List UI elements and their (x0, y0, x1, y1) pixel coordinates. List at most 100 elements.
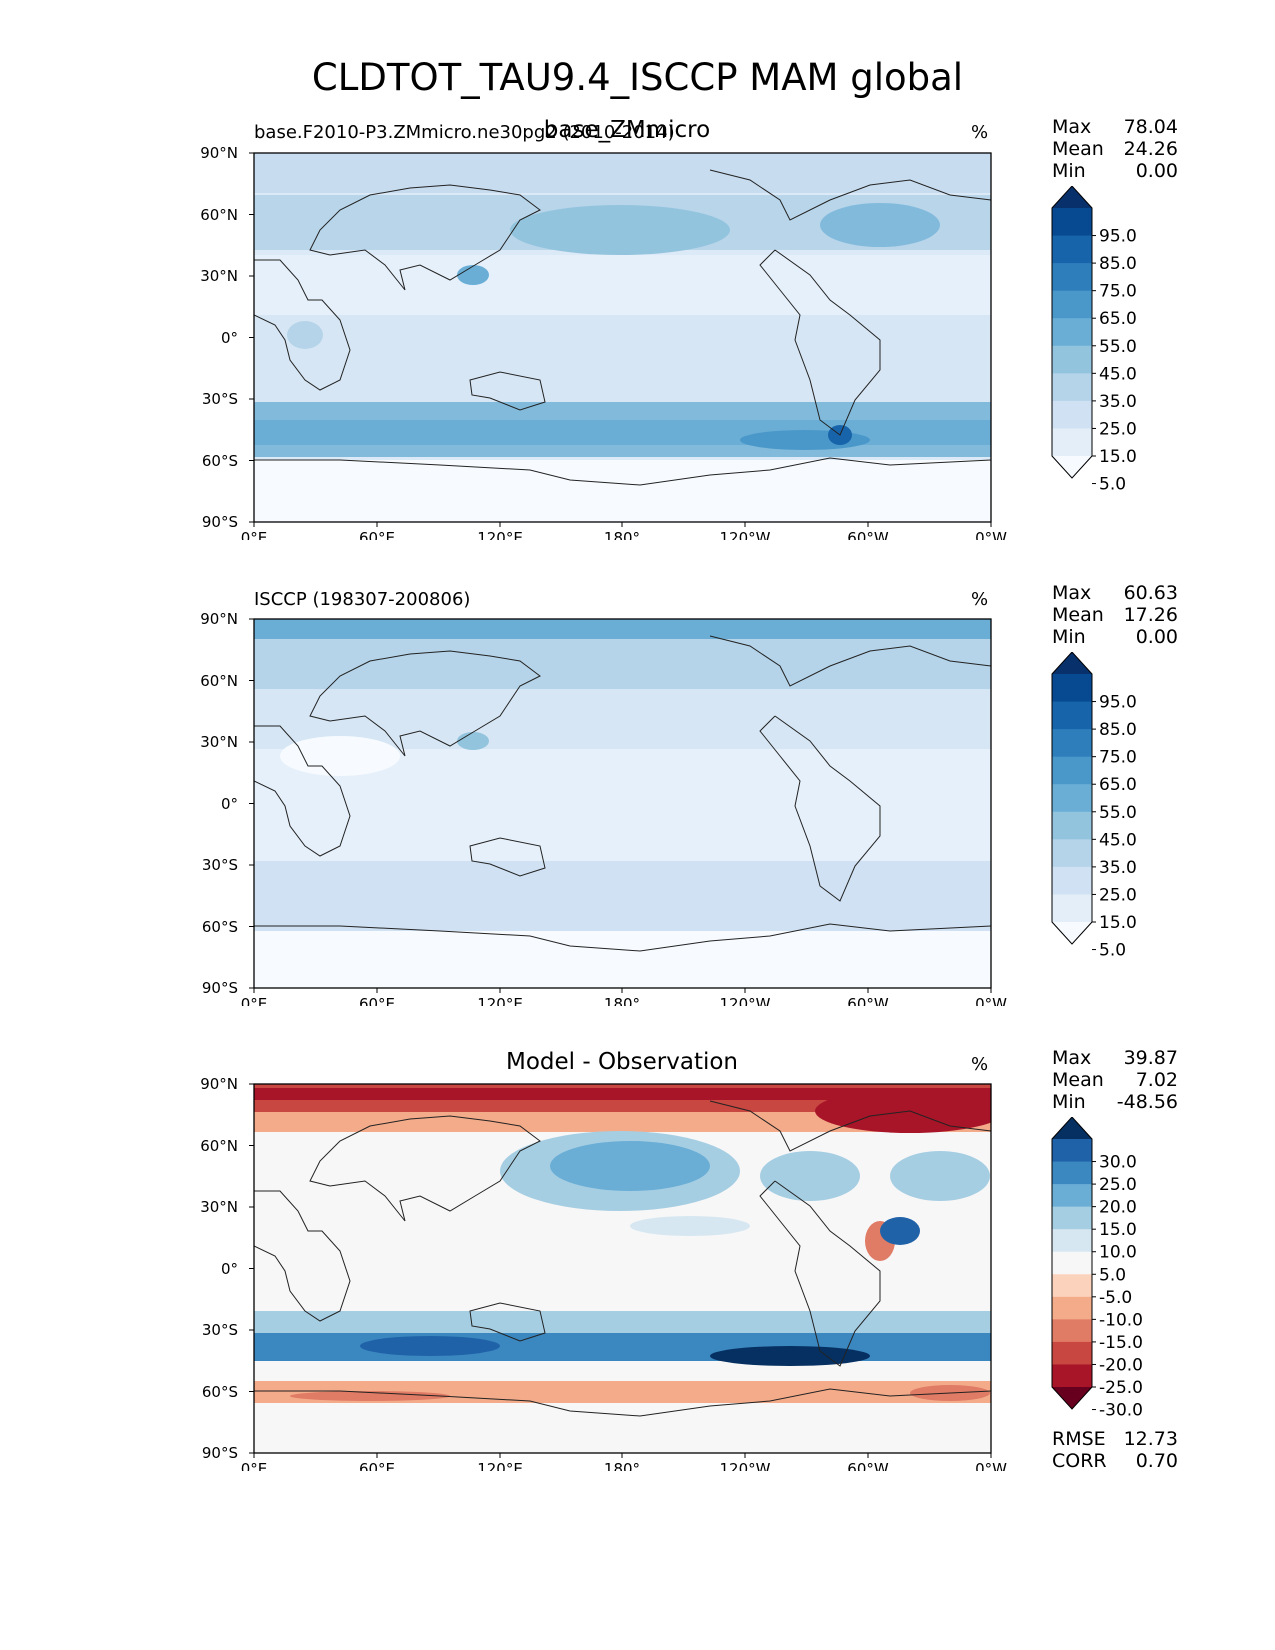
lat-label: 90°S (202, 979, 238, 997)
colorbar-tick-label: 55.0 (1099, 337, 1137, 357)
lon-label: 120°E (477, 1460, 523, 1471)
colorbar-model: 95.0 85.0 75.0 65.0 55.0 45.0 35.0 25.0 15.0 5.0 (1051, 186, 1137, 491)
colorbar-tick-label: 75.0 (1099, 748, 1137, 768)
colorbar-segment (1052, 894, 1092, 923)
map-diff-field (254, 1084, 991, 1453)
colorbar-tick-label: 45.0 (1099, 830, 1137, 850)
colorbar-segment (1052, 1251, 1092, 1275)
map-obs-lat-labels: 90°N 60°N 30°N 0° 30°S 60°S 90°S (200, 610, 254, 997)
colorbar-segment (1052, 208, 1092, 237)
panel-obs-left-title: ISCCP (198307-200806) (254, 589, 471, 610)
lon-label: 0°E (241, 995, 268, 1006)
colorbar-tick-label: 35.0 (1099, 858, 1137, 878)
lon-label: 0°W (975, 1460, 1007, 1471)
lat-label: 90°N (200, 144, 238, 162)
lon-label: 0°W (975, 529, 1007, 540)
colorbar-tick-label: -5.0 (1099, 1288, 1132, 1308)
lat-label: 0° (221, 329, 238, 347)
stat-label: Max (1052, 116, 1092, 138)
map-diff-lon-labels: 0°E 60°E 120°E 180° 120°W 60°W 0°W (241, 1453, 1007, 1471)
stat-value: 39.87 (1123, 1047, 1178, 1069)
stat-label: Max (1052, 582, 1092, 604)
colorbar-tick-label: -20.0 (1099, 1355, 1143, 1375)
colorbar-tick-label: 15.0 (1099, 913, 1137, 933)
colorbar-segment (1052, 400, 1092, 429)
colorbar-extend-bottom (1052, 1387, 1092, 1409)
stat-value: 17.26 (1123, 604, 1178, 626)
colorbar-tick-label: 5.0 (1099, 941, 1126, 957)
stat-label: Mean (1052, 138, 1104, 160)
stat-value: 60.63 (1123, 582, 1178, 604)
map-obs-field (254, 619, 991, 988)
colorbar-segment (1052, 345, 1092, 374)
lon-label: 120°E (477, 995, 523, 1006)
colorbar-tick-label: 5.0 (1099, 1265, 1126, 1285)
colorbar-tick-label: 85.0 (1099, 254, 1137, 274)
stat-value: -48.56 (1116, 1091, 1178, 1113)
lat-label: 90°S (202, 513, 238, 531)
stat-value: 0.00 (1135, 160, 1178, 182)
lat-label: 60°N (200, 206, 238, 224)
colorbar-tick-label: 35.0 (1099, 392, 1137, 412)
panel-model-left-title: base.F2010-P3.ZMmicro.ne30pg2 (2010-2014… (254, 122, 675, 143)
lon-label: 120°W (720, 995, 771, 1006)
colorbar-obs: 95.0 85.0 75.0 65.0 55.0 45.0 35.0 25.0 15.0 5.0 (1051, 652, 1137, 957)
colorbar-tick-label: 25.0 (1099, 885, 1137, 905)
colorbar-tick-label: 85.0 (1099, 720, 1137, 740)
stat-label: Min (1052, 160, 1086, 182)
stat-value: 7.02 (1135, 1069, 1178, 1091)
colorbar-segment (1052, 1341, 1092, 1365)
colorbar-tick-label: 75.0 (1099, 282, 1137, 302)
stat-label: CORR (1052, 1450, 1107, 1472)
colorbar-tick-label: 25.0 (1099, 1175, 1137, 1195)
colorbar-tick-label: 20.0 (1099, 1198, 1137, 1218)
panel-obs-stats: Max 60.63 Mean 17.26 Min 0.00 (1052, 582, 1178, 648)
map-diff-lat-labels: 90°N 60°N 30°N 0° 30°S 60°S 90°S (200, 1075, 254, 1462)
panel-model-units: % (971, 122, 989, 143)
colorbar-tick-label: 25.0 (1099, 419, 1137, 439)
colorbar-tick-label: 95.0 (1099, 227, 1137, 247)
colorbar-tick-label: -15.0 (1099, 1333, 1143, 1353)
panel-model-stats: Max 78.04 Mean 24.26 Min 0.00 (1052, 116, 1178, 182)
colorbar-segment (1052, 263, 1092, 292)
lat-label: 60°N (200, 1137, 238, 1155)
lon-label: 180° (604, 995, 640, 1006)
panel-diff-extra-stats: RMSE 12.73 CORR 0.70 (1052, 1428, 1178, 1472)
map-model-lat-labels: 90°N 60°N 30°N 0° 30°S 60°S 90°S (200, 144, 254, 531)
colorbar-tick-label: 95.0 (1099, 693, 1137, 713)
lat-label: 90°N (200, 610, 238, 628)
lat-label: 90°N (200, 1075, 238, 1093)
colorbar-segment (1052, 784, 1092, 813)
colorbar-tick-label: 65.0 (1099, 309, 1137, 329)
panel-obs-units: % (971, 589, 989, 610)
stat-value: 0.70 (1135, 1450, 1178, 1472)
lat-label: 60°S (202, 1383, 238, 1401)
colorbar-segment (1052, 1319, 1092, 1343)
lat-label: 60°S (202, 452, 238, 470)
colorbar-segment (1052, 1161, 1092, 1185)
colorbar-tick-label: -10.0 (1099, 1310, 1143, 1330)
lat-label: 30°N (200, 733, 238, 751)
colorbar-tick-label: 15.0 (1099, 1220, 1137, 1240)
colorbar-segment (1052, 674, 1092, 703)
colorbar-segment (1052, 866, 1092, 895)
map-obs-coastlines (254, 635, 991, 952)
lon-label: 120°W (720, 1460, 771, 1471)
colorbar-extend-top (1052, 652, 1092, 674)
lon-label: 0°E (241, 529, 268, 540)
colorbar-segment (1052, 1139, 1092, 1163)
lon-label: 0°E (241, 1460, 268, 1471)
map-model-field (254, 153, 991, 522)
lon-label: 120°E (477, 529, 523, 540)
map-diff-coastlines (254, 1100, 991, 1417)
lon-label: 180° (604, 529, 640, 540)
colorbar-segment (1052, 1229, 1092, 1253)
panel-diff-stats: Max 39.87 Mean 7.02 Min -48.56 (1052, 1047, 1178, 1113)
lon-label: 60°E (359, 995, 395, 1006)
colorbar-extend-top (1052, 186, 1092, 208)
map-obs-lon-labels: 0°E 60°E 120°E 180° 120°W 60°W 0°W (241, 988, 1007, 1006)
colorbar-tick-label: 55.0 (1099, 803, 1137, 823)
lon-label: 60°E (359, 1460, 395, 1471)
lon-label: 60°W (847, 529, 889, 540)
colorbar-segment (1052, 1364, 1092, 1388)
